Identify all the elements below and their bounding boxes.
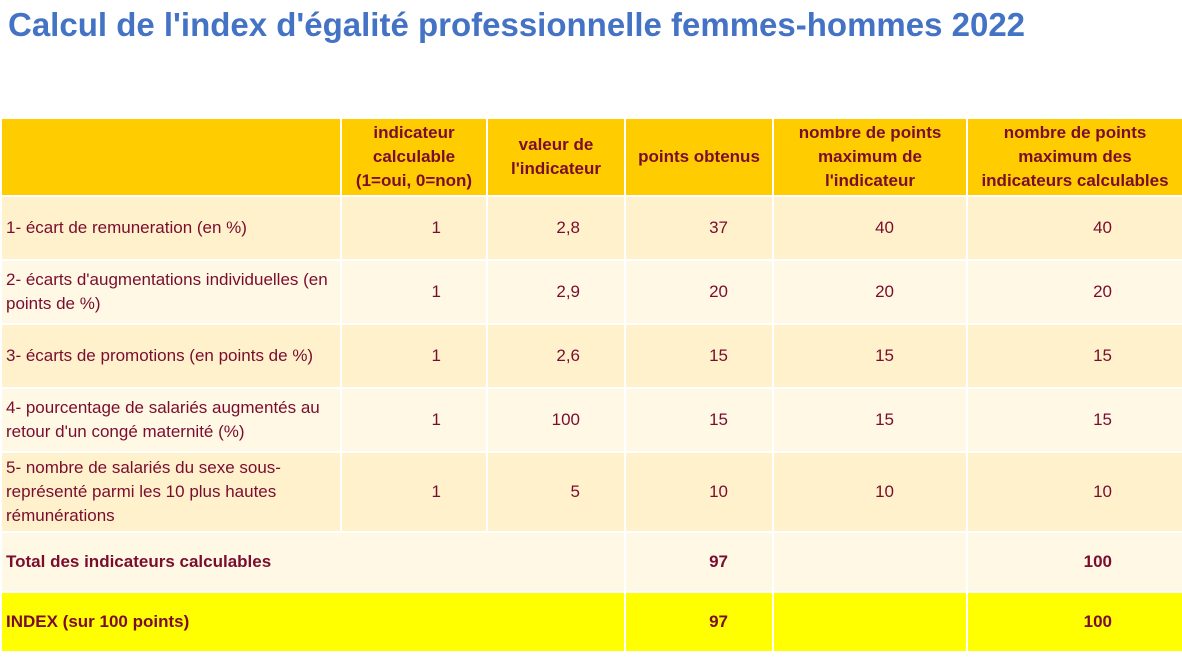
index-empty-cell [772,591,968,653]
cell-valeur: 2,8 [486,195,626,261]
row-label: 2- écarts d'augmentations individuelles … [0,259,342,325]
index-max-calc: 100 [966,591,1182,653]
cell-points: 15 [624,387,774,453]
header-points-max-calculables: nombre de points maximum des indicateurs… [966,117,1182,197]
header-valeur: valeur de l'indicateur [486,117,626,197]
page-title: Calcul de l'index d'égalité professionne… [8,6,1026,43]
cell-max-calc: 15 [966,387,1182,453]
table-row: 4- pourcentage de salariés augmentés au … [0,387,1182,453]
cell-max: 15 [772,387,968,453]
total-empty-cell [772,531,968,593]
total-points: 97 [624,531,774,593]
index-table: indicateur calculable (1=oui, 0=non) val… [0,117,1182,653]
index-table-container: indicateur calculable (1=oui, 0=non) val… [0,117,1182,653]
table-row: 1- écart de remuneration (en %) 1 2,8 37… [0,195,1182,261]
cell-points: 37 [624,195,774,261]
index-label: INDEX (sur 100 points) [0,591,626,653]
total-row: Total des indicateurs calculables 97 100 [0,531,1182,593]
header-points-obtenus: points obtenus [624,117,774,197]
cell-calculable: 1 [340,387,488,453]
cell-points: 20 [624,259,774,325]
cell-calculable: 1 [340,323,488,389]
cell-valeur: 2,6 [486,323,626,389]
cell-max: 10 [772,451,968,533]
cell-calculable: 1 [340,259,488,325]
cell-valeur: 2,9 [486,259,626,325]
cell-max-calc: 10 [966,451,1182,533]
header-label-column [0,117,342,197]
row-label: 4- pourcentage de salariés augmentés au … [0,387,342,453]
cell-max-calc: 20 [966,259,1182,325]
cell-max-calc: 15 [966,323,1182,389]
cell-points: 10 [624,451,774,533]
cell-valeur: 100 [486,387,626,453]
row-label: 3- écarts de promotions (en points de %) [0,323,342,389]
total-max-calc: 100 [966,531,1182,593]
row-label: 5- nombre de salariés du sexe sous-repré… [0,451,342,533]
header-calculable: indicateur calculable (1=oui, 0=non) [340,117,488,197]
header-points-max: nombre de points maximum de l'indicateur [772,117,968,197]
cell-calculable: 1 [340,195,488,261]
cell-points: 15 [624,323,774,389]
table-row: 5- nombre de salariés du sexe sous-repré… [0,451,1182,533]
index-points: 97 [624,591,774,653]
row-label: 1- écart de remuneration (en %) [0,195,342,261]
cell-max-calc: 40 [966,195,1182,261]
table-row: 3- écarts de promotions (en points de %)… [0,323,1182,389]
total-label: Total des indicateurs calculables [0,531,626,593]
cell-max: 15 [772,323,968,389]
table-row: 2- écarts d'augmentations individuelles … [0,259,1182,325]
cell-calculable: 1 [340,451,488,533]
cell-max: 20 [772,259,968,325]
table-header-row: indicateur calculable (1=oui, 0=non) val… [0,117,1182,197]
index-row: INDEX (sur 100 points) 97 100 [0,591,1182,653]
cell-valeur: 5 [486,451,626,533]
cell-max: 40 [772,195,968,261]
